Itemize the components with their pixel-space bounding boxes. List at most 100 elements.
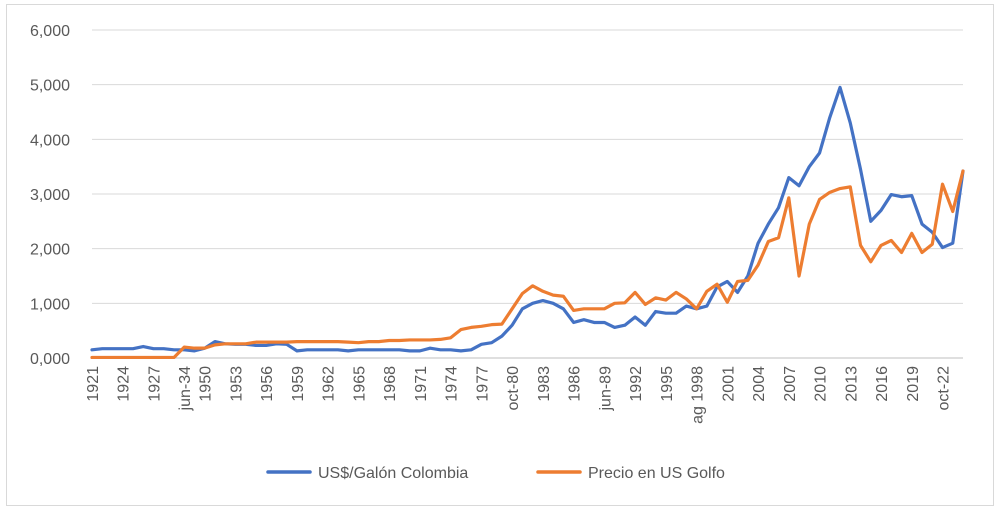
data-point — [336, 348, 340, 352]
data-point — [192, 346, 196, 350]
data-point — [387, 339, 391, 343]
data-point — [684, 297, 688, 301]
data-point — [121, 355, 125, 359]
x-tick-label: 1971 — [413, 366, 430, 402]
data-point — [572, 320, 576, 324]
data-point — [838, 187, 842, 191]
data-point — [879, 243, 883, 247]
data-point — [90, 348, 94, 352]
data-point — [449, 336, 453, 340]
data-point — [828, 115, 832, 119]
data-point — [879, 208, 883, 212]
data-point — [418, 349, 422, 353]
data-point — [695, 307, 699, 311]
data-point — [490, 341, 494, 345]
data-point — [828, 190, 832, 194]
data-point — [315, 348, 319, 352]
data-point — [244, 342, 248, 346]
data-point — [736, 279, 740, 283]
x-tick-label: 1983 — [536, 366, 553, 402]
data-point — [305, 340, 309, 344]
data-point — [941, 246, 945, 250]
data-point — [531, 284, 535, 288]
data-point — [182, 345, 186, 349]
data-point — [151, 347, 155, 351]
data-point — [561, 307, 565, 311]
data-point — [408, 349, 412, 353]
data-point — [110, 347, 114, 351]
data-point — [141, 345, 145, 349]
data-point — [910, 231, 914, 235]
data-point — [746, 278, 750, 282]
data-point — [900, 250, 904, 254]
data-point — [889, 193, 893, 197]
data-point — [254, 340, 258, 344]
data-point — [295, 349, 299, 353]
data-point — [100, 355, 104, 359]
data-point — [408, 338, 412, 342]
y-axis-ticks: 0,000 1,000 2,000 3,000 4,000 5,000 6,000 — [30, 23, 70, 368]
data-point — [643, 323, 647, 327]
data-point — [869, 260, 873, 264]
data-point — [766, 240, 770, 244]
y-tick-label: 0,000 — [30, 351, 70, 368]
data-point — [469, 348, 473, 352]
data-point — [346, 340, 350, 344]
data-point — [756, 241, 760, 245]
x-tick-label: 1968 — [382, 366, 399, 402]
data-point — [623, 301, 627, 305]
data-point — [203, 346, 207, 350]
data-point — [274, 340, 278, 344]
data-point — [110, 355, 114, 359]
legend-label-1: US$/Galón Colombia — [318, 465, 468, 482]
data-point — [500, 334, 504, 338]
gridlines — [92, 29, 963, 359]
data-point — [295, 340, 299, 344]
data-point — [602, 320, 606, 324]
x-tick-label: 2004 — [751, 366, 768, 402]
data-point — [725, 279, 729, 283]
data-point — [551, 293, 555, 297]
data-point — [223, 342, 227, 346]
data-point — [910, 194, 914, 198]
x-tick-label: oct-22 — [936, 366, 953, 411]
data-point — [449, 348, 453, 352]
data-point — [162, 355, 166, 359]
data-point — [490, 323, 494, 327]
x-tick-label: 1965 — [351, 366, 368, 402]
x-tick-label: 2007 — [782, 366, 799, 402]
data-point — [367, 348, 371, 352]
data-point — [479, 324, 483, 328]
data-point — [705, 304, 709, 308]
data-point — [336, 340, 340, 344]
x-tick-label: jun-34 — [177, 366, 194, 412]
x-axis-ticks: 1921 1924 1927 jun-34 1950 1953 1956 1959 1962 19… — [85, 366, 953, 424]
data-point — [818, 151, 822, 155]
data-point — [438, 348, 442, 352]
data-point — [889, 238, 893, 242]
data-point — [643, 302, 647, 306]
data-point — [725, 300, 729, 304]
x-tick-label: 1950 — [198, 366, 215, 402]
data-point — [869, 219, 873, 223]
x-tick-label: 1974 — [444, 366, 461, 402]
data-point — [213, 343, 217, 347]
data-point — [654, 296, 658, 300]
data-point — [305, 348, 309, 352]
data-point — [100, 347, 104, 351]
x-tick-label: oct-80 — [505, 366, 522, 411]
data-point — [900, 195, 904, 199]
data-point — [807, 165, 811, 169]
data-point — [848, 121, 852, 125]
y-tick-label: 1,000 — [30, 296, 70, 313]
data-point — [367, 340, 371, 344]
data-point — [602, 307, 606, 311]
legend: US$/Galón Colombia Precio en US Golfo — [266, 465, 725, 482]
x-tick-label: 2016 — [874, 366, 891, 402]
data-point — [510, 323, 514, 327]
data-point — [777, 206, 781, 210]
data-point — [613, 325, 617, 329]
x-tick-label: 2001 — [720, 366, 737, 402]
data-point — [838, 85, 842, 89]
data-point — [90, 355, 94, 359]
